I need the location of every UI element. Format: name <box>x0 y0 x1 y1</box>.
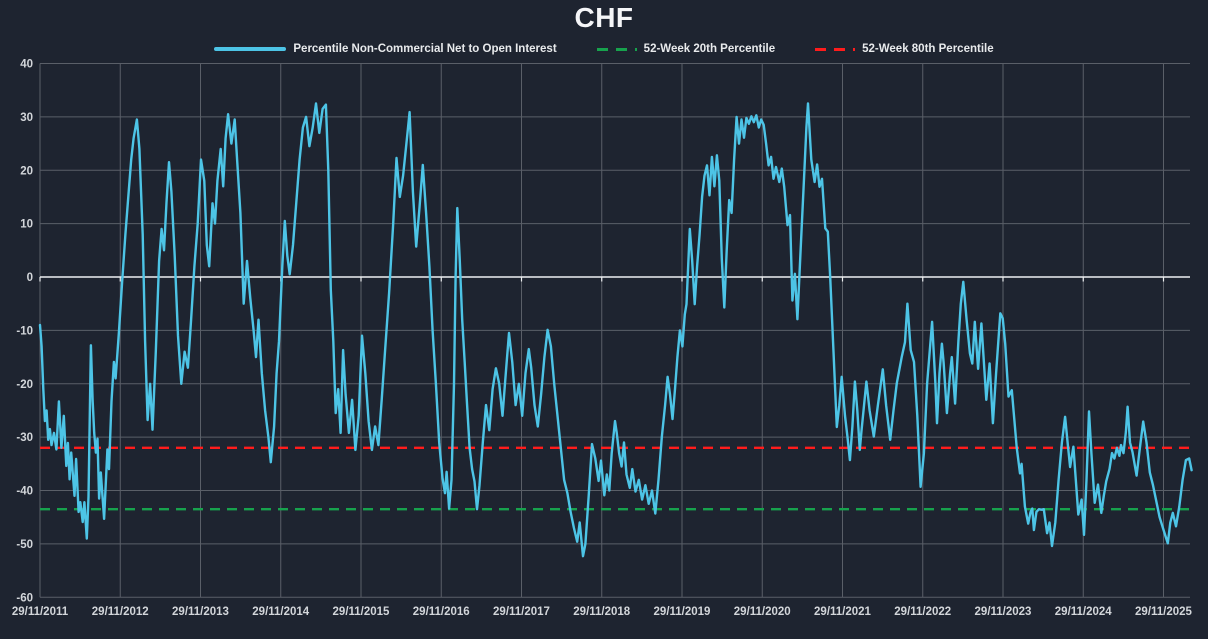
red-dash-marker-icon <box>815 47 856 51</box>
legend-item-80th-percentile: 52-Week 80th Percentile <box>815 43 994 55</box>
percentile-series-line <box>38 102 1193 558</box>
y-axis-tick-labels: 40 30 20 10 0 -10 -20 -30 -40 -50 -60 <box>16 59 33 605</box>
x-axis-tick-labels: 29/11/2011 29/11/2012 29/11/2013 29/11/2014… <box>12 606 1193 618</box>
legend-item-20th-percentile: 52-Week 20th Percentile <box>596 43 776 55</box>
x-tick-label: 29/11/2019 <box>654 606 711 618</box>
x-tick-label: 29/11/2023 <box>975 606 1032 618</box>
x-tick-label: 29/11/2014 <box>252 606 310 618</box>
y-tick-label: -30 <box>16 432 33 444</box>
chart-legend: Percentile Non-Commercial Net to Open In… <box>0 43 1208 55</box>
x-tick-label: 29/11/2024 <box>1055 606 1113 618</box>
legend-label-80th-percentile: 52-Week 80th Percentile <box>862 43 994 55</box>
x-tick-label: 29/11/2015 <box>333 606 391 618</box>
gridlines <box>39 63 1190 598</box>
x-tick-label: 29/11/2021 <box>814 606 872 618</box>
green-dash-marker-icon <box>596 47 637 51</box>
legend-label-series: Percentile Non-Commercial Net to Open In… <box>293 43 557 55</box>
y-tick-label: -60 <box>16 592 33 604</box>
x-tick-label: 29/11/2018 <box>573 606 631 618</box>
y-tick-label: 20 <box>20 165 33 177</box>
x-tick-label: 29/11/2016 <box>413 606 470 618</box>
legend-item-series: Percentile Non-Commercial Net to Open In… <box>214 43 557 55</box>
x-tick-label: 29/11/2013 <box>172 606 229 618</box>
y-tick-label: 40 <box>20 59 33 71</box>
percentile-reference-lines <box>40 446 1190 511</box>
y-tick-label: 30 <box>20 112 33 124</box>
x-tick-label: 29/11/2020 <box>734 606 791 618</box>
y-tick-label: -10 <box>16 325 33 337</box>
chart-title: CHF <box>574 2 634 33</box>
y-tick-label: 10 <box>20 219 33 231</box>
x-tick-label: 29/11/2011 <box>12 606 69 618</box>
y-tick-label: -20 <box>16 379 33 391</box>
x-tick-label: 29/11/2025 <box>1135 606 1193 618</box>
legend-label-20th-percentile: 52-Week 20th Percentile <box>643 43 776 55</box>
y-tick-label: -50 <box>16 539 33 551</box>
series-line-marker-icon <box>214 47 287 51</box>
x-tick-label: 29/11/2017 <box>493 606 550 618</box>
x-tick-label: 29/11/2012 <box>92 606 149 618</box>
x-tick-label: 29/11/2022 <box>894 606 951 618</box>
zero-axis-line <box>39 276 1190 282</box>
y-tick-label: 0 <box>27 272 33 284</box>
y-tick-label: -40 <box>16 486 33 498</box>
